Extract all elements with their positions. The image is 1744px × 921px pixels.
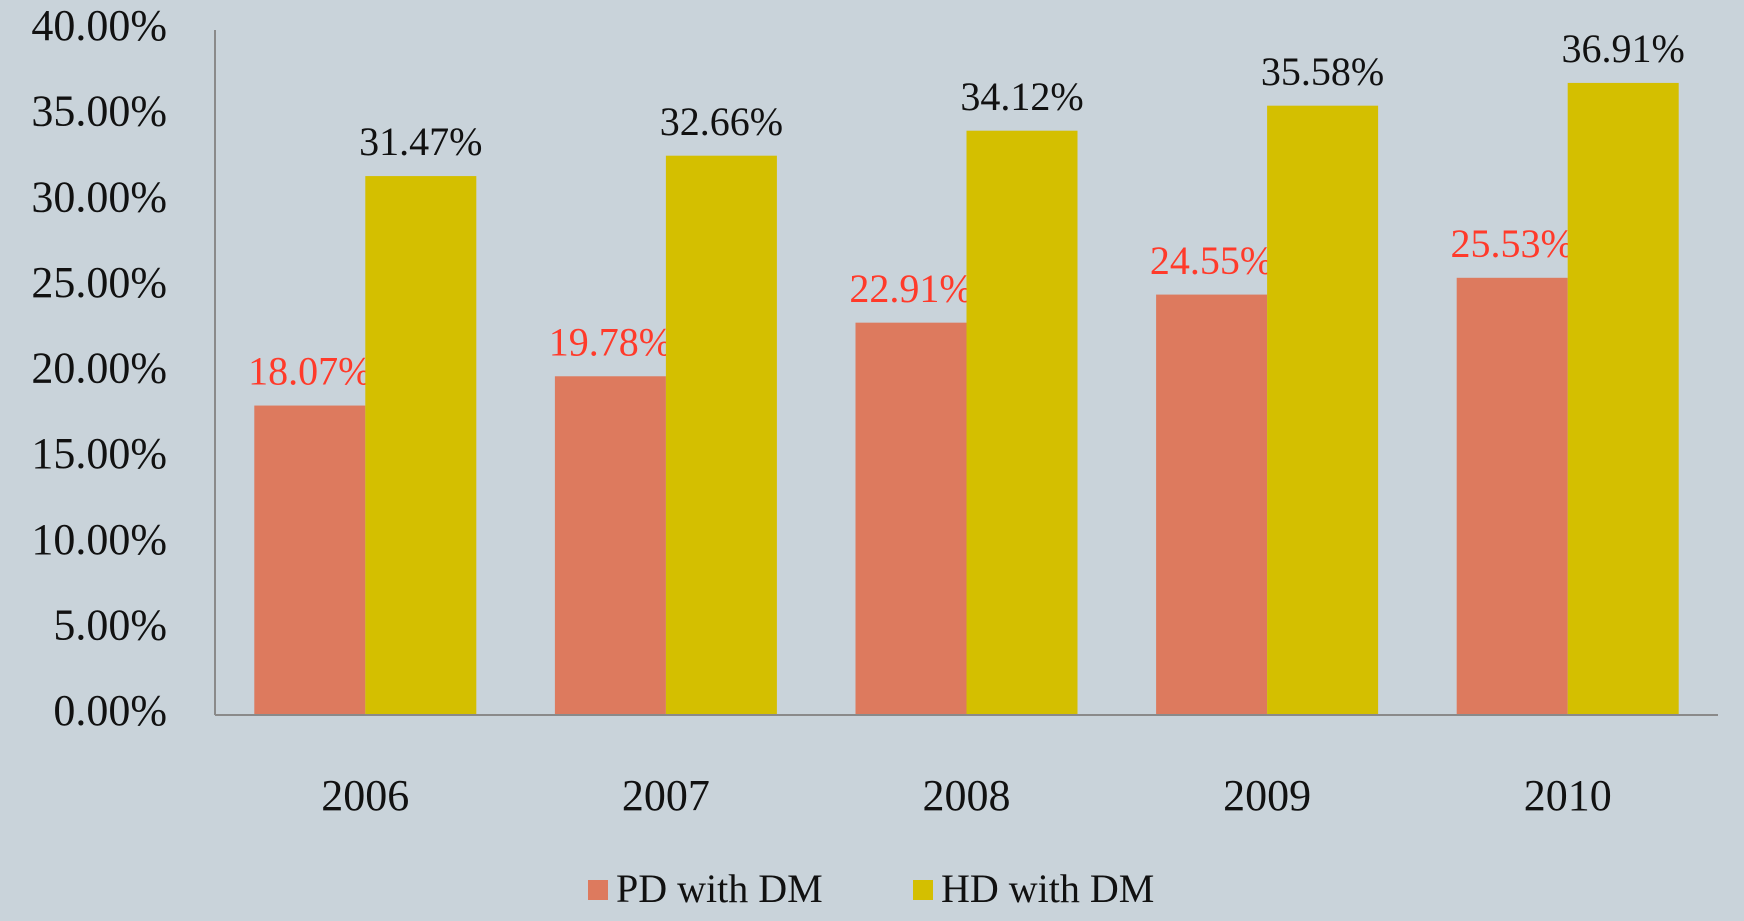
bar <box>1567 82 1679 715</box>
data-label: 32.66% <box>660 99 783 144</box>
data-label: 35.58% <box>1261 49 1384 94</box>
x-tick-label: 2008 <box>923 771 1011 820</box>
bar <box>365 176 477 716</box>
bar <box>1267 105 1379 715</box>
data-label: 18.07% <box>248 349 371 394</box>
bar <box>254 405 366 715</box>
x-tick-label: 2007 <box>622 771 710 820</box>
data-label: 36.91% <box>1562 26 1685 71</box>
bar <box>966 130 1078 715</box>
data-label: 31.47% <box>359 119 482 164</box>
data-label: 24.55% <box>1150 238 1273 283</box>
data-label: 22.91% <box>849 266 972 311</box>
bar <box>665 155 777 715</box>
legend-swatch <box>913 880 933 900</box>
y-tick-label: 5.00% <box>53 600 167 649</box>
y-tick-label: 20.00% <box>31 344 167 393</box>
y-tick-label: 15.00% <box>31 429 167 478</box>
y-tick-label: 25.00% <box>31 258 167 307</box>
data-label: 19.78% <box>549 319 672 364</box>
bar <box>1456 277 1568 715</box>
legend-swatch <box>588 880 608 900</box>
legend-label: PD with DM <box>616 866 823 911</box>
bar <box>1156 294 1268 715</box>
y-tick-label: 40.00% <box>31 1 167 50</box>
bar <box>554 376 666 715</box>
y-tick-label: 0.00% <box>53 686 167 735</box>
y-tick-label: 10.00% <box>31 515 167 564</box>
y-tick-label: 30.00% <box>31 172 167 221</box>
x-tick-label: 2006 <box>321 771 409 820</box>
y-tick-label: 35.00% <box>31 87 167 136</box>
x-tick-label: 2009 <box>1223 771 1311 820</box>
data-label: 25.53% <box>1451 221 1574 266</box>
x-tick-label: 2010 <box>1524 771 1612 820</box>
legend-label: HD with DM <box>941 866 1154 911</box>
data-label: 34.12% <box>960 74 1083 119</box>
bar <box>855 322 967 715</box>
